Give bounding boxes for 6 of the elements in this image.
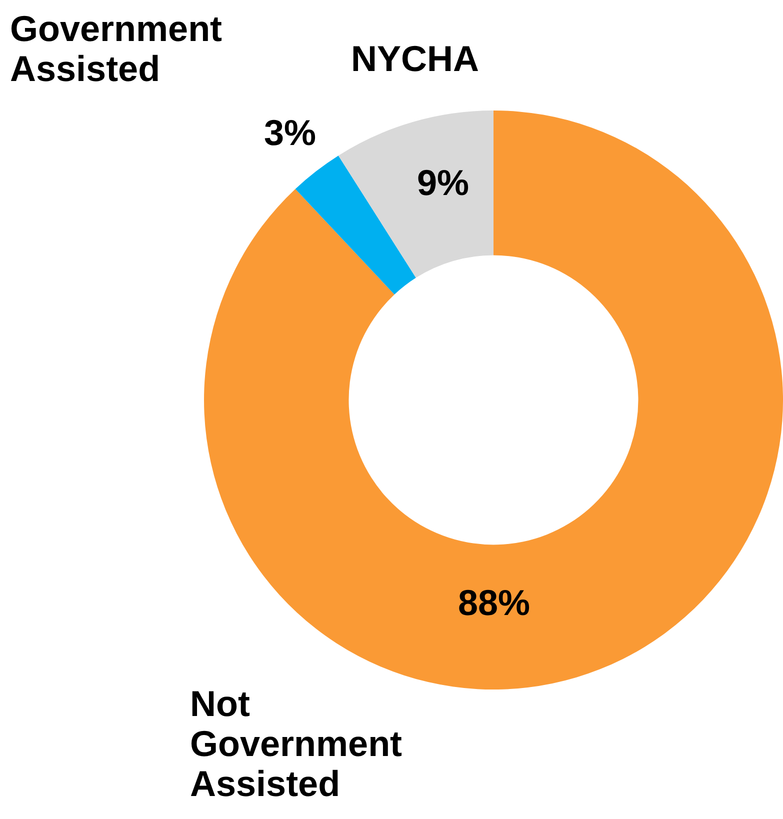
data-label: 3% [264, 112, 316, 153]
slice-label: NYCHA [350, 38, 480, 79]
slice-label: Not Government Assisted [190, 682, 402, 804]
slice-label: Government Assisted [10, 8, 222, 89]
data-label: 9% [416, 162, 470, 203]
data-label: 88% [458, 582, 530, 623]
